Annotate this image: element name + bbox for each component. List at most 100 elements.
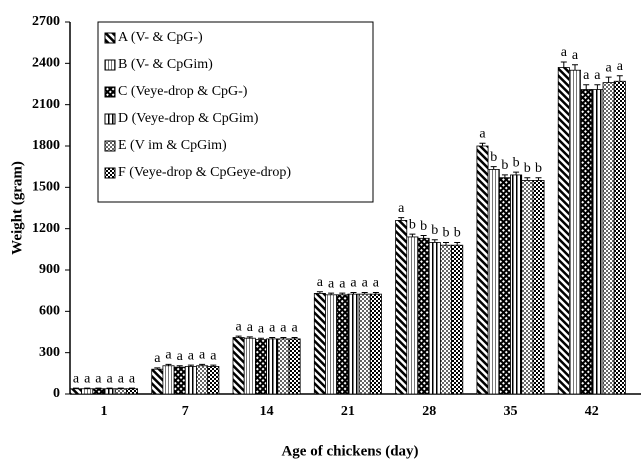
error-bar: [420, 235, 427, 239]
legend-swatch: [104, 32, 116, 44]
error-bar: [616, 75, 623, 82]
significance-letter: a: [84, 371, 91, 386]
error-bar: [572, 64, 578, 71]
significance-letter: b: [420, 219, 427, 234]
error-bar: [328, 292, 335, 295]
significance-letter: a: [398, 201, 405, 216]
legend-label: C (Veye-drop & CpG-): [118, 84, 248, 99]
error-bar: [176, 365, 183, 368]
error-bar: [129, 387, 135, 389]
significance-letter: a: [280, 321, 287, 336]
significance-letter: a: [583, 68, 590, 83]
error-bar: [106, 387, 113, 389]
error-bar: [605, 76, 612, 83]
y-tick-label: 1200: [32, 221, 60, 236]
significance-letter: a: [479, 126, 486, 141]
significance-letter: b: [431, 223, 438, 238]
significance-letter: a: [106, 371, 113, 386]
bar: [476, 145, 489, 395]
error-bar: [316, 291, 323, 294]
significance-letter: a: [73, 371, 80, 386]
legend-label: B (V- & CpGim): [118, 57, 213, 72]
error-bar: [199, 363, 206, 366]
bar: [196, 365, 209, 395]
error-bar: [117, 387, 124, 389]
bar: [451, 244, 464, 395]
significance-letter: a: [572, 48, 579, 63]
significance-letter: a: [605, 60, 612, 75]
significance-letter: a: [561, 45, 568, 60]
significance-letter: b: [535, 161, 542, 176]
bar: [162, 365, 175, 395]
error-bar: [524, 177, 531, 181]
bar: [498, 177, 511, 395]
y-tick-label: 1500: [32, 180, 60, 195]
legend-swatch: [104, 86, 116, 98]
error-bar: [560, 61, 567, 68]
bar: [325, 294, 338, 395]
bar: [532, 180, 545, 395]
y-tick-label: 1800: [32, 138, 60, 153]
error-bar: [479, 142, 486, 146]
legend-label: F (Veye-drop & CpGeye-drop): [118, 165, 291, 180]
legend-swatch: [104, 140, 116, 152]
significance-letter: a: [269, 321, 276, 336]
error-bar: [154, 367, 161, 370]
significance-letter: a: [210, 348, 217, 363]
error-bar: [84, 387, 91, 389]
error-bar: [583, 84, 590, 90]
error-bar: [246, 336, 253, 339]
significance-letter: a: [199, 348, 206, 363]
bar: [243, 337, 256, 395]
error-bar: [431, 239, 438, 243]
significance-letter: b: [409, 217, 416, 232]
error-bar: [235, 335, 242, 338]
significance-letter: b: [513, 155, 520, 170]
legend-swatch: [104, 59, 116, 71]
bar: [428, 242, 441, 395]
bar: [406, 236, 419, 395]
x-tick-label: 42: [585, 404, 599, 419]
error-bar: [269, 337, 276, 339]
error-bar: [454, 241, 461, 246]
significance-letter: b: [490, 150, 497, 165]
significance-letter: b: [524, 161, 531, 176]
bar: [569, 69, 582, 395]
bar: [369, 293, 382, 395]
error-bar: [280, 337, 287, 339]
legend-swatch: [104, 167, 116, 179]
y-tick-label: 600: [39, 304, 60, 319]
error-bar: [443, 241, 449, 246]
bar: [70, 388, 83, 395]
significance-letter: b: [443, 226, 450, 241]
bar: [313, 293, 326, 395]
error-bar: [165, 363, 172, 366]
y-tick-label: 2400: [32, 56, 60, 71]
error-bar: [501, 174, 508, 178]
significance-letter: a: [617, 59, 624, 74]
significance-letter: a: [350, 276, 357, 291]
error-bar: [372, 291, 379, 295]
significance-letter: a: [258, 321, 265, 336]
error-bar: [513, 171, 520, 175]
y-tick-label: 900: [39, 262, 60, 277]
error-bar: [187, 364, 194, 367]
bar: [395, 219, 408, 395]
x-tick-label: 7: [182, 404, 189, 419]
y-tick-label: 2100: [32, 97, 60, 112]
x-tick-label: 28: [422, 404, 436, 419]
y-tick-label: 0: [53, 386, 60, 401]
error-bar: [361, 291, 368, 295]
significance-letter: a: [95, 371, 102, 386]
error-bar: [291, 337, 298, 339]
bar: [602, 82, 615, 395]
significance-letter: a: [339, 276, 346, 291]
significance-letter: b: [454, 226, 461, 241]
bar: [184, 366, 197, 395]
bar: [347, 293, 360, 395]
bar: [613, 80, 626, 395]
bar: [439, 244, 452, 395]
error-bar: [350, 291, 357, 295]
legend-box: [97, 21, 374, 203]
error-bar: [490, 166, 497, 170]
